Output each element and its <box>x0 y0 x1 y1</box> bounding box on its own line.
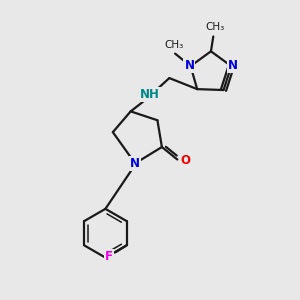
Text: F: F <box>105 250 113 262</box>
Text: NH: NH <box>140 88 160 101</box>
Text: N: N <box>130 157 140 170</box>
Text: N: N <box>184 59 194 72</box>
Text: CH₃: CH₃ <box>205 22 224 32</box>
Text: CH₃: CH₃ <box>164 40 183 50</box>
Text: O: O <box>181 154 191 167</box>
Text: N: N <box>227 59 238 72</box>
